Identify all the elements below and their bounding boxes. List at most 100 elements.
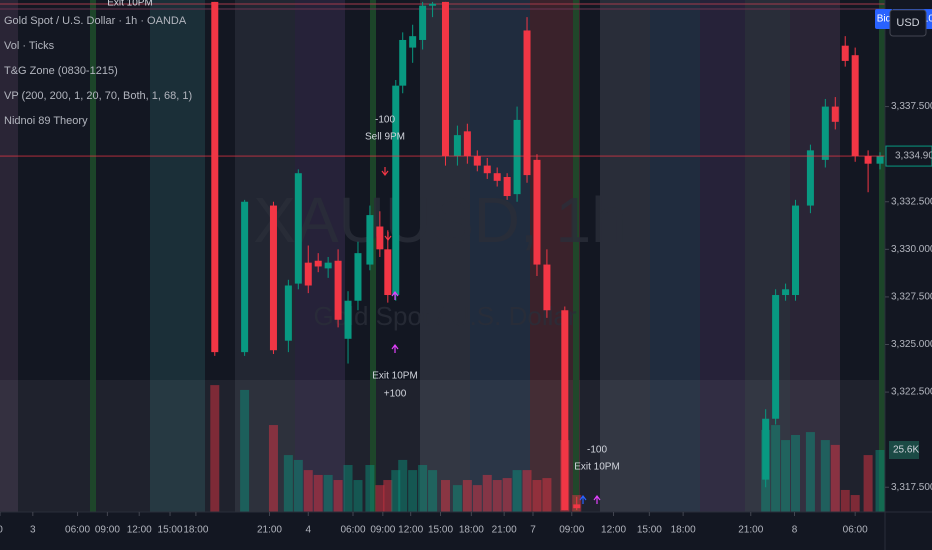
- candle-body: [493, 173, 501, 181]
- band: [295, 0, 345, 512]
- x-tick-label: 06:00: [843, 525, 868, 536]
- volume-bar: [820, 440, 830, 512]
- volume-bar: [398, 459, 408, 512]
- legend: Gold Spot / U.S. Dollar · 1h · OANDA Vol…: [4, 15, 192, 127]
- x-tick-label: 06:00: [340, 525, 365, 536]
- band: [470, 0, 530, 512]
- candle-body: [513, 119, 521, 195]
- session-marker: [90, 0, 96, 512]
- watermark-name: Gold Spot / U.S. Dollar: [314, 301, 577, 331]
- x-tick-label: 21:00: [257, 525, 282, 536]
- x-tick-label: 12:00: [398, 525, 423, 536]
- session-marker: [573, 0, 579, 512]
- annotation-layer: Exit 10PM -100 Sell 9PM Exit 10PM +100 -100 Ex…: [107, 0, 620, 504]
- candle-body: [284, 285, 292, 341]
- volume-bar: [365, 465, 375, 512]
- bid-tag-bg: [875, 9, 893, 30]
- volume-bar: [875, 450, 885, 512]
- x-tick-label: 15:00: [158, 525, 183, 536]
- band: [600, 0, 650, 512]
- signal-arrow: [391, 344, 399, 353]
- signal-arrow: [593, 495, 601, 504]
- x-tick-label: 0: [0, 525, 3, 536]
- volume-bar: [375, 485, 385, 512]
- volume-bar: [850, 495, 860, 512]
- volume-bar: [492, 480, 502, 512]
- x-tick-label: 09:00: [370, 525, 395, 536]
- symbol-title: Gold Spot / U.S. Dollar · 1h · OANDA: [4, 15, 187, 27]
- volume-bar: [313, 474, 323, 512]
- y-tick-label: 3,327.500: [891, 292, 932, 303]
- indicator: Vol · Ticks: [4, 40, 55, 52]
- y-tick-label: 3,332.500: [891, 196, 932, 207]
- annotation: +100: [384, 389, 407, 400]
- volume-bar: [353, 480, 363, 512]
- candle-body: [241, 201, 249, 353]
- candle-body: [483, 165, 491, 174]
- annotation: Exit 10PM: [372, 371, 418, 382]
- candle-body: [334, 260, 342, 320]
- volume-bar: [383, 480, 393, 512]
- x-tick-label: 06:00: [65, 525, 90, 536]
- candle-body: [473, 156, 481, 166]
- volume-bar: [462, 480, 472, 512]
- volume-tag-bg: [889, 441, 919, 459]
- candle-body: [376, 226, 384, 250]
- volume-bar: [502, 478, 512, 512]
- candle-body: [821, 106, 829, 160]
- price-axis-bg: [885, 0, 932, 550]
- candle-body: [864, 156, 872, 164]
- volume-bar: [840, 489, 850, 512]
- volume-bar: [863, 455, 873, 512]
- candle-body: [269, 205, 277, 351]
- currency[interactable]: USD: [896, 17, 919, 29]
- volume-tag: 25.6K: [893, 445, 919, 456]
- volume-profile-zone: [0, 380, 885, 512]
- volume-bar: [240, 389, 250, 512]
- volume-bar: [440, 480, 450, 512]
- band: [150, 0, 205, 512]
- candle-body: [211, 1, 219, 353]
- currency-button[interactable]: [889, 9, 927, 37]
- candle-body: [792, 205, 800, 296]
- annotation: Exit 10PM: [574, 462, 620, 473]
- volume-bar: [408, 470, 418, 512]
- annotation: Exit 10PM: [107, 0, 153, 9]
- candle-body: [762, 418, 770, 480]
- candle-body: [399, 39, 407, 86]
- volume-bar: [805, 432, 815, 512]
- session-bands: [0, 0, 885, 512]
- x-tick-label: 3: [30, 525, 36, 536]
- watermark-symbol: XAUUSD, 1h: [253, 184, 626, 256]
- candle-body: [782, 289, 790, 296]
- time-axis-bg: [0, 512, 932, 550]
- candle-body: [831, 106, 839, 122]
- candle-body: [523, 30, 531, 176]
- band: [700, 0, 745, 512]
- volume-bar: [771, 425, 781, 512]
- candle-body: [561, 310, 569, 511]
- candle-body: [324, 262, 332, 269]
- volume-bar: [283, 455, 293, 512]
- x-tick-label: 12:00: [127, 525, 152, 536]
- x-tick-label: 09:00: [95, 525, 120, 536]
- volume-bar: [268, 425, 278, 512]
- candle-body: [304, 262, 312, 286]
- volume-bar: [452, 485, 462, 512]
- candle-body: [384, 249, 392, 296]
- candle-body: [344, 300, 352, 339]
- bid-tag: Bid: [877, 14, 891, 25]
- volume-bar: [472, 485, 482, 512]
- volume-bar: [482, 474, 492, 512]
- volume-bar: [333, 480, 343, 512]
- candle-body: [463, 131, 471, 157]
- x-tick-label: 09:00: [559, 525, 584, 536]
- candle-body: [441, 1, 449, 157]
- signal-arrow: [384, 232, 392, 241]
- volume-bar: [522, 470, 532, 512]
- candle-body: [573, 504, 581, 509]
- x-tick-label: 18:00: [459, 525, 484, 536]
- volume-bar: [343, 465, 353, 512]
- candle-body: [354, 253, 362, 301]
